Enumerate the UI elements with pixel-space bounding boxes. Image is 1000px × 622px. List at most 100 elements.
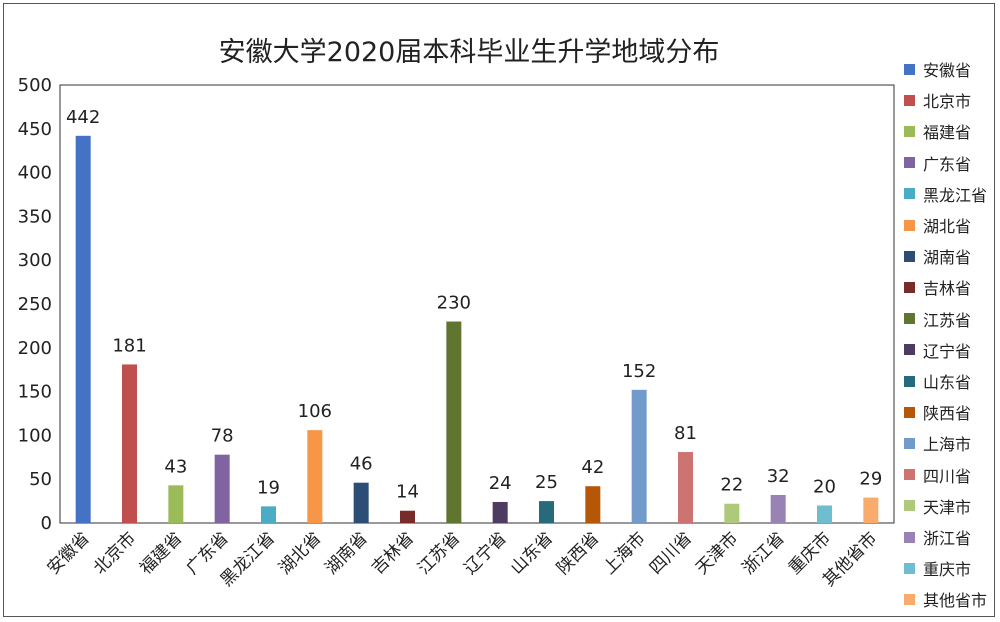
legend-item: 湖南省 (904, 245, 971, 267)
bar-4 (214, 454, 230, 523)
y-tick-label: 400 (18, 163, 52, 184)
x-tick-label: 湖北省 (275, 528, 325, 578)
x-tick-label: 浙江省 (738, 528, 788, 578)
bar-13 (631, 389, 647, 523)
data-label: 25 (535, 472, 558, 493)
bar-6 (307, 430, 323, 523)
data-label: 14 (396, 482, 419, 503)
legend-label: 福建省 (923, 123, 972, 143)
legend-swatch (904, 157, 915, 169)
bar-14 (678, 452, 693, 523)
legend-item: 其他省市 (904, 588, 987, 610)
bar-15 (724, 503, 740, 523)
y-tick-label: 200 (18, 338, 52, 359)
y-tick-label: 500 (18, 75, 52, 96)
legend-label: 辽宁省 (923, 341, 972, 361)
bar-5 (261, 506, 276, 523)
legend-label: 湖南省 (923, 248, 972, 268)
legend-label: 安徽省 (923, 61, 972, 80)
legend-swatch (904, 531, 915, 543)
data-label: 78 (211, 426, 234, 447)
data-label: 32 (767, 466, 790, 487)
bar-2 (122, 364, 137, 523)
chart-title: 安徽大学2020届本科毕业生升学地域分布 (218, 37, 720, 68)
bar-8 (400, 510, 415, 523)
legend-swatch (904, 344, 915, 356)
bar-9 (446, 321, 462, 523)
x-tick-label: 山东省 (507, 528, 557, 578)
legend-item: 四川省 (904, 464, 971, 486)
x-tick-label: 北京市 (90, 528, 140, 578)
legend-swatch (904, 562, 915, 574)
legend-label: 其他省市 (923, 591, 988, 611)
legend-item: 辽宁省 (904, 339, 971, 361)
plot-border (59, 84, 895, 524)
y-tick-label: 250 (18, 294, 52, 315)
legend-item: 陕西省 (904, 401, 971, 423)
legend-item: 山东省 (904, 370, 971, 392)
legend-item: 湖北省 (904, 214, 971, 236)
legend-swatch (904, 593, 915, 605)
legend-item: 黑龙江省 (904, 183, 987, 205)
bar-17 (817, 505, 832, 523)
data-label: 106 (298, 401, 332, 422)
legend-swatch (904, 469, 915, 481)
legend-swatch (904, 219, 915, 231)
y-tick-label: 100 (18, 425, 52, 446)
bar-10 (492, 501, 508, 523)
legend-item: 吉林省 (904, 276, 971, 298)
legend-label: 黑龙江省 (923, 185, 988, 205)
legend-item: 江苏省 (904, 308, 971, 330)
legend-swatch (904, 406, 915, 418)
legend-swatch (904, 125, 915, 137)
data-label: 24 (489, 473, 512, 494)
x-tick-label: 上海市 (599, 528, 649, 578)
legend-item: 广东省 (904, 152, 971, 174)
legend-item: 浙江省 (904, 526, 971, 548)
legend-swatch (904, 500, 915, 512)
chart-frame: 0 50 100 150 200 250 300 350 400 450 500 442 安徽省 181 北… (3, 3, 995, 617)
y-tick-label: 50 (29, 469, 52, 490)
x-tick-label: 四川省 (646, 528, 696, 578)
legend-label: 江苏省 (923, 310, 972, 330)
legend-item: 上海市 (904, 432, 971, 454)
x-tick-label: 吉林省 (368, 528, 418, 578)
data-label: 42 (581, 457, 604, 478)
y-tick-label: 350 (18, 206, 52, 227)
legend-item: 重庆市 (904, 557, 971, 579)
legend-item: 北京市 (904, 89, 971, 111)
data-label: 442 (66, 107, 100, 128)
bar-1 (75, 135, 91, 524)
legend-swatch (904, 375, 915, 387)
legend-label: 山东省 (923, 373, 972, 392)
bar-18 (863, 497, 879, 523)
legend-swatch (904, 188, 915, 200)
x-tick-label: 江苏省 (414, 528, 464, 578)
x-tick-label: 天津市 (692, 528, 742, 578)
x-tick-label: 湖南省 (321, 528, 371, 578)
legend-label: 广东省 (923, 154, 972, 174)
data-label: 19 (257, 477, 280, 498)
y-tick-label: 150 (18, 382, 52, 403)
bar-12 (585, 486, 601, 523)
data-label: 20 (813, 476, 836, 497)
legend-swatch (904, 313, 915, 325)
bar-7 (353, 482, 369, 523)
legend-item: 天津市 (904, 495, 971, 517)
data-label: 22 (720, 475, 743, 496)
bar-11 (539, 501, 554, 523)
legend-label: 湖北省 (923, 217, 972, 236)
data-label: 230 (437, 293, 471, 314)
x-tick-label: 福建省 (136, 528, 186, 578)
legend-swatch (904, 63, 915, 75)
legend-swatch (904, 437, 915, 449)
data-label: 29 (859, 469, 882, 490)
legend-label: 上海市 (923, 435, 972, 455)
y-tick-label: 300 (18, 250, 52, 271)
data-label: 43 (164, 456, 187, 477)
y-tick-label: 450 (18, 119, 52, 140)
legend-label: 北京市 (923, 92, 972, 112)
legend-label: 陕西省 (923, 404, 972, 424)
data-label: 81 (674, 423, 697, 444)
legend-label: 四川省 (923, 466, 972, 486)
